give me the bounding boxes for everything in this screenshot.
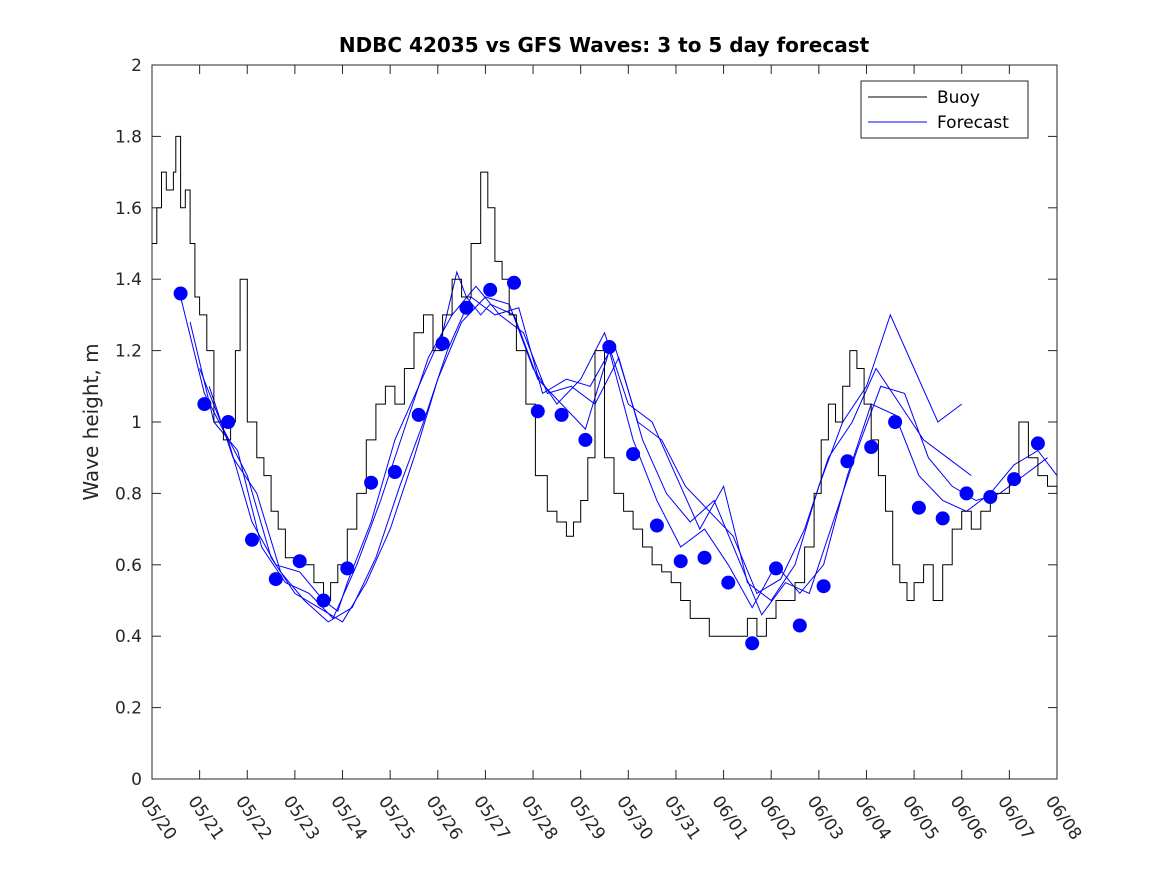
forecast-point [697, 550, 712, 565]
x-tick-label: 05/31 [660, 792, 704, 844]
forecast-point [197, 397, 212, 412]
y-tick-label: 1.6 [115, 199, 142, 219]
x-tick-label: 05/29 [565, 792, 609, 844]
forecast-point [316, 593, 331, 608]
y-tick-label: 2 [131, 56, 142, 76]
forecast-point [983, 490, 998, 504]
forecast-point [888, 415, 903, 429]
forecast-point [292, 554, 307, 569]
forecast-point [721, 575, 736, 590]
forecast-point [959, 486, 974, 501]
forecast-point [268, 572, 283, 587]
y-tick-label: 0 [131, 770, 142, 790]
forecast-run-line [208, 296, 972, 623]
forecast-point [530, 404, 545, 419]
y-tick-label: 1.4 [115, 270, 142, 290]
forecast-point [364, 475, 379, 490]
forecast-point [554, 407, 569, 422]
forecast-point [507, 275, 521, 290]
forecast-point [626, 447, 641, 462]
y-tick-label: 1.2 [115, 342, 142, 362]
x-tick-label: 05/30 [612, 792, 656, 844]
forecast-point [673, 554, 688, 569]
x-tick-label: 05/20 [136, 792, 180, 844]
forecast-point [245, 532, 259, 547]
forecast-point [911, 500, 926, 515]
legend-forecast-label: Forecast [937, 113, 1009, 133]
y-tick-label: 0.4 [115, 627, 142, 647]
y-tick-label: 0.6 [115, 556, 142, 576]
chart-title: NDBC 42035 vs GFS Waves: 3 to 5 day fore… [339, 33, 870, 57]
forecast-point [840, 454, 855, 469]
forecast-point [411, 407, 426, 422]
forecast-point [578, 432, 593, 447]
forecast-point [769, 561, 783, 576]
x-tick-label: 05/25 [374, 792, 418, 844]
forecast-run-lines [180, 270, 1058, 623]
forecast-point [340, 561, 355, 576]
legend-box [860, 80, 1029, 139]
y-tick-label: 0.2 [115, 699, 142, 719]
legend: Buoy Forecast [860, 80, 1029, 139]
x-tick-label: 05/26 [422, 792, 466, 844]
forecast-point [435, 336, 450, 351]
x-tick-label: 06/01 [707, 792, 751, 844]
x-tick-label: 06/02 [755, 792, 799, 844]
buoy-line [152, 135, 1058, 637]
x-tick-label: 06/04 [850, 792, 894, 844]
forecast-point [816, 579, 831, 594]
x-tick-label: 05/27 [469, 792, 513, 844]
forecast-point [1030, 436, 1045, 451]
y-tick-label: 1.8 [115, 127, 142, 147]
x-tick-label: 05/23 [279, 792, 323, 844]
y-axis-ticks: 0 0.2 0.4 0.6 0.8 1 1.2 1.4 1.6 1.8 2 [115, 56, 1057, 790]
x-tick-label: 06/07 [993, 792, 1037, 844]
forecast-point [745, 636, 760, 651]
x-tick-label: 05/21 [184, 792, 228, 844]
y-axis-label: Wave height, m [79, 343, 103, 500]
x-tick-label: 06/06 [946, 792, 990, 844]
buoy-series [152, 135, 1058, 637]
forecast-point [792, 618, 807, 633]
forecast-point [649, 518, 664, 533]
x-tick-label: 06/05 [898, 792, 942, 844]
forecast-point [935, 511, 950, 526]
forecast-run-line [199, 296, 963, 623]
forecast-point [221, 415, 236, 429]
forecast-point [387, 465, 402, 479]
forecast-point [602, 340, 617, 354]
x-tick-label: 05/24 [326, 792, 370, 844]
legend-buoy-label: Buoy [937, 88, 980, 108]
x-tick-label: 05/28 [517, 792, 561, 844]
x-tick-label: 05/22 [231, 792, 275, 844]
forecast-points [173, 275, 1045, 651]
y-tick-label: 0.8 [115, 484, 142, 504]
forecast-point [1007, 472, 1022, 487]
forecast-point [173, 286, 188, 301]
x-tick-label: 06/03 [803, 792, 847, 844]
x-tick-label: 06/08 [1041, 792, 1085, 844]
forecast-point [483, 282, 498, 297]
y-tick-label: 1 [131, 413, 142, 433]
forecast-point [864, 440, 879, 454]
forecast-point [459, 300, 474, 315]
forecast-run-line [180, 270, 1058, 613]
